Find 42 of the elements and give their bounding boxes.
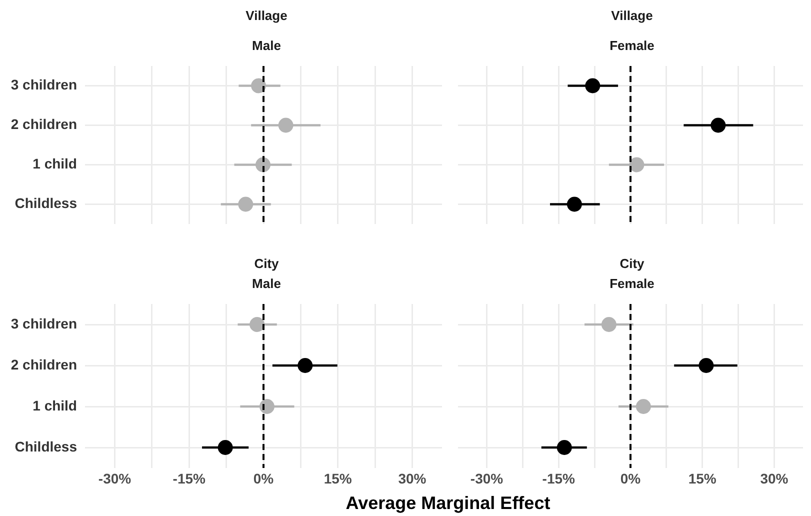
point <box>585 78 600 94</box>
x-tick-label: 15% <box>324 470 352 486</box>
chart-subtitle: Female <box>608 38 656 53</box>
y-tick-label: 2 children <box>10 356 77 372</box>
chart-title: City <box>253 256 280 271</box>
x-tick-label: 30% <box>760 470 789 486</box>
x-tick-label: -15% <box>542 470 576 486</box>
chart-subtitle: Male <box>251 276 282 291</box>
x-axis-title: Average Marginal Effect <box>344 493 552 514</box>
chart-subtitle: Male <box>251 38 282 53</box>
x-tick-label: 15% <box>688 470 717 486</box>
y-tick-label: 1 child <box>32 156 77 172</box>
y-tick-label: Childless <box>14 438 78 454</box>
x-tick-label: 0% <box>253 470 274 486</box>
x-tick-label: -30% <box>98 470 132 486</box>
x-tick-label: 30% <box>398 470 427 486</box>
point <box>278 118 294 133</box>
point <box>601 317 616 332</box>
chart-title: City <box>618 256 646 271</box>
x-tick-label: -15% <box>172 470 206 486</box>
point <box>629 157 644 172</box>
y-tick-label: 1 child <box>32 397 77 414</box>
point <box>698 358 714 373</box>
point <box>298 358 313 373</box>
point <box>218 440 233 455</box>
chart-title: Village <box>244 8 288 23</box>
point <box>251 78 266 94</box>
y-tick-label: 3 children <box>10 315 77 332</box>
point <box>636 399 651 414</box>
point <box>556 440 572 455</box>
x-tick-label: 0% <box>620 470 642 486</box>
y-tick-label: 3 children <box>10 76 77 93</box>
y-tick-label: Childless <box>14 195 78 212</box>
y-tick-label: 2 children <box>10 116 77 132</box>
chart-subtitle: Female <box>608 276 656 291</box>
point <box>250 317 265 332</box>
chart-title: Village <box>610 8 654 23</box>
x-tick-label: -30% <box>470 470 504 486</box>
point <box>566 196 582 212</box>
point <box>710 118 726 133</box>
point <box>238 196 254 212</box>
point <box>259 399 274 414</box>
